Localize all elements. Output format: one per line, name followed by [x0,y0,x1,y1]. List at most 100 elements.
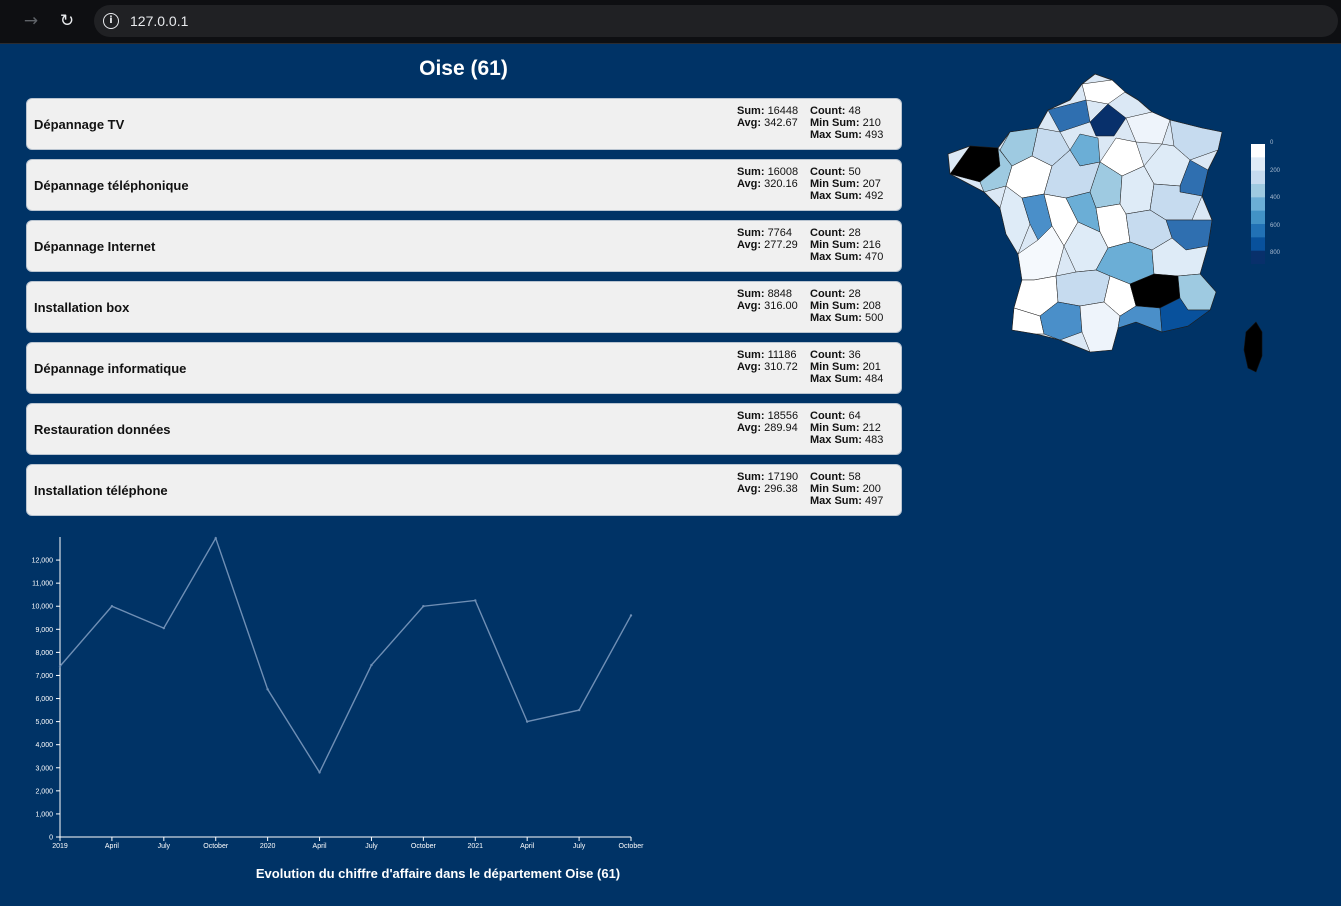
min-sum-value: 212 [862,422,881,434]
y-tick-label: 4,000 [35,742,53,749]
france-choropleth-map[interactable] [940,70,1270,380]
avg-label: Avg: [737,239,762,251]
legend-swatch [1251,170,1265,185]
max-sum-label: Max Sum: [810,495,862,507]
min-sum-value: 201 [862,361,881,373]
x-tick-label: October [619,843,645,850]
address-bar[interactable]: i 127.0.0.1 [94,5,1338,37]
y-tick-label: 6,000 [35,696,53,703]
legend-swatch [1251,210,1265,225]
x-tick-label: July [365,843,378,850]
avg-value: 289.94 [764,422,798,434]
max-sum-value: 497 [865,495,884,507]
avg-label: Avg: [737,300,762,312]
min-sum-value: 210 [862,117,881,129]
count-stats: Count: 50 Min Sum: 207 Max Sum: 492 [810,166,883,202]
x-tick-label: October [411,843,437,850]
legend-tick-label: 600 [1270,222,1281,229]
y-tick-label: 0 [49,835,53,842]
page-title: Oise (61) [419,57,508,80]
count-label: Count: [810,288,846,300]
y-tick-label: 8,000 [35,650,53,657]
count-stats: Count: 58 Min Sum: 200 Max Sum: 497 [810,471,883,507]
legend-tick-label: 0 [1270,140,1274,146]
service-card-list: Dépannage TV Sum: 16448 Avg: 342.67 Coun… [26,98,902,525]
sum-avg-stats: Sum: 16008 Avg: 320.16 [737,166,798,190]
service-name: Dépannage TV [34,117,125,132]
x-tick-label: 2021 [467,843,483,850]
min-sum-label: Min Sum: [810,483,860,495]
legend-swatch [1251,197,1265,212]
count-stats: Count: 36 Min Sum: 201 Max Sum: 484 [810,349,883,385]
map-svg[interactable] [940,70,1270,380]
max-sum-label: Max Sum: [810,251,862,263]
legend-swatch [1251,224,1265,238]
legend-swatch [1251,250,1265,264]
sum-avg-stats: Sum: 18556 Avg: 289.94 [737,410,798,434]
sum-value: 7764 [767,227,793,239]
service-card: Restauration données Sum: 18556 Avg: 289… [26,403,902,455]
service-name: Dépannage informatique [34,361,187,376]
count-value: 50 [848,166,861,178]
y-tick-label: 11,000 [32,581,53,588]
forward-icon[interactable]: → [23,11,39,31]
max-sum-value: 500 [865,312,884,324]
service-card: Dépannage TV Sum: 16448 Avg: 342.67 Coun… [26,98,902,150]
y-tick-label: 12,000 [32,558,54,565]
min-sum-value: 207 [862,178,881,190]
browser-toolbar: → ↻ i 127.0.0.1 [0,0,1341,44]
revenue-line-chart: 0 1,000 2,000 3,000 4,000 5,000 6,000 7,000 8,00… [0,530,660,860]
y-tick-label: 3,000 [35,765,53,772]
count-label: Count: [810,105,846,117]
count-label: Count: [810,227,846,239]
avg-value: 320.16 [764,178,798,190]
url-text[interactable]: 127.0.0.1 [130,13,189,29]
avg-label: Avg: [737,117,762,129]
service-card: Installation box Sum: 8848 Avg: 316.00 C… [26,281,902,333]
sum-avg-stats: Sum: 7764 Avg: 277.29 [737,227,798,251]
avg-value: 316.00 [764,300,798,312]
count-label: Count: [810,410,846,422]
service-card: Dépannage informatique Sum: 11186 Avg: 3… [26,342,902,394]
revenue-data-point [577,708,581,712]
revenue-data-point [214,536,217,540]
min-sum-label: Min Sum: [810,422,860,434]
avg-value: 296.38 [764,483,798,495]
service-name: Dépannage téléphonique [34,178,189,193]
legend-swatch [1251,184,1265,198]
revenue-data-point [318,771,321,774]
count-value: 28 [848,227,861,239]
y-tick-label: 7,000 [35,673,53,680]
sum-value: 17190 [767,471,799,483]
revenue-data-point [474,599,477,602]
department-cells[interactable] [949,79,1223,353]
sum-label: Sum: [737,166,765,178]
max-sum-label: Max Sum: [810,129,862,141]
corsica-shape[interactable] [1243,321,1263,373]
legend-swatch [1251,144,1265,158]
service-card: Installation téléphone Sum: 17190 Avg: 2… [26,464,902,516]
min-sum-label: Min Sum: [810,178,860,190]
x-tick-label: 2019 [52,843,68,850]
min-sum-label: Min Sum: [810,117,860,129]
x-tick-label: July [158,843,171,850]
sum-label: Sum: [737,288,765,300]
sum-label: Sum: [737,105,765,117]
sum-avg-stats: Sum: 16448 Avg: 342.67 [737,105,798,129]
info-icon[interactable]: i [103,13,119,29]
service-name: Installation téléphone [34,483,168,498]
x-tick-label: 2020 [260,843,276,850]
legend-tick-label: 800 [1270,250,1281,256]
min-sum-value: 208 [862,300,881,312]
x-tick-label: July [573,843,586,850]
count-value: 48 [848,105,861,117]
chart-caption: Evolution du chiffre d'affaire dans le d… [255,866,621,881]
reload-icon[interactable]: ↻ [59,11,75,31]
sum-label: Sum: [737,471,765,483]
y-tick-label: 2,000 [35,788,53,795]
x-tick-label: April [520,843,534,850]
sum-value: 16448 [767,105,799,117]
avg-value: 310.72 [764,361,798,373]
avg-value: 277.29 [764,239,798,251]
sum-avg-stats: Sum: 17190 Avg: 296.38 [737,471,798,495]
